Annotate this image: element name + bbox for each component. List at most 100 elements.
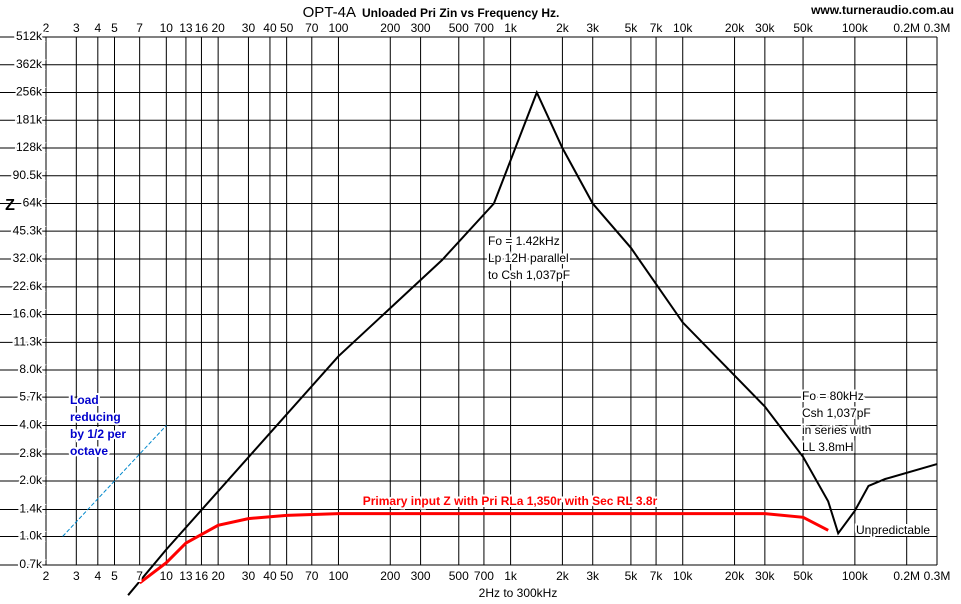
annotation: Csh 1,037pF xyxy=(802,406,871,420)
x-tick-label: 16 xyxy=(195,569,209,583)
x-tick-label: 2k xyxy=(556,21,570,35)
x-tick-label: 200 xyxy=(380,21,400,35)
annotation: octave xyxy=(70,444,108,458)
annotation: to Csh 1,037pF xyxy=(488,268,570,282)
y-tick-label: 128k xyxy=(16,140,43,154)
x-tick-label: 13 xyxy=(179,21,193,35)
x-tick-label: 10k xyxy=(673,21,693,35)
x-tick-label: 100 xyxy=(328,569,348,583)
x-tick-label: 50k xyxy=(793,21,813,35)
plot xyxy=(62,89,938,596)
y-tick-label: 16.0k xyxy=(13,307,43,321)
y-tick-label: 0.7k xyxy=(19,557,43,571)
series-line xyxy=(127,89,938,596)
x-tick-label: 7 xyxy=(136,21,143,35)
grid xyxy=(0,36,938,566)
x-tick-label: 3k xyxy=(586,21,600,35)
y-tick-label: 181k xyxy=(16,112,43,126)
y-tick-label: 4.0k xyxy=(19,418,43,432)
x-tick-label: 100k xyxy=(842,569,869,583)
x-tick-label: 2 xyxy=(43,21,50,35)
x-tick-label: 5 xyxy=(111,569,118,583)
annotation: in series with xyxy=(802,423,871,437)
x-tick-label: 70 xyxy=(305,569,319,583)
x-tick-label: 2 xyxy=(43,569,50,583)
x-tick-label: 3 xyxy=(73,21,80,35)
series-line xyxy=(138,512,829,585)
x-tick-label: 300 xyxy=(411,569,431,583)
x-tick-label: 20k xyxy=(725,21,745,35)
y-tick-label: 1.4k xyxy=(19,502,43,516)
x-tick-label: 10 xyxy=(160,569,174,583)
x-tick-label: 10k xyxy=(673,569,693,583)
y-tick-label: 2.0k xyxy=(19,473,43,487)
labels: 2233445577101013131616202030304040505070… xyxy=(11,19,953,585)
x-tick-label: 7k xyxy=(650,569,664,583)
y-tick-label: 256k xyxy=(16,85,43,99)
x-tick-label: 16 xyxy=(195,21,209,35)
y-tick-label: 22.6k xyxy=(13,279,43,293)
x-tick-label: 30k xyxy=(755,21,775,35)
x-tick-label: 100 xyxy=(328,21,348,35)
annotation: LL 3.8mH xyxy=(802,440,854,454)
x-tick-label: 1k xyxy=(504,21,518,35)
y-tick-label: 32.0k xyxy=(13,251,43,265)
x-tick-label: 0.3M xyxy=(924,569,951,583)
y-tick-label: 45.3k xyxy=(13,223,43,237)
x-tick-label: 30k xyxy=(755,569,775,583)
y-tick-label: 5.7k xyxy=(19,389,43,403)
x-tick-label: 40 xyxy=(263,569,277,583)
series-line xyxy=(62,425,167,537)
x-tick-label: 5k xyxy=(625,569,639,583)
chart-subtitle: Unloaded Pri Zin vs Frequency Hz. xyxy=(362,6,559,20)
x-tick-label: 3 xyxy=(73,569,80,583)
x-tick-label: 7 xyxy=(136,569,143,583)
x-tick-label: 7k xyxy=(650,21,664,35)
annotation: reducing xyxy=(70,410,121,424)
x-tick-label: 30 xyxy=(242,21,256,35)
x-tick-label: 700 xyxy=(474,21,494,35)
x-tick-label: 40 xyxy=(263,21,277,35)
annotation: by 1/2 per xyxy=(70,427,126,441)
y-tick-label: 2.8k xyxy=(19,446,43,460)
y-tick-label: 90.5k xyxy=(13,168,43,182)
x-tick-label: 4 xyxy=(94,569,101,583)
x-tick-label: 5 xyxy=(111,21,118,35)
annotation: Lp 12H parallel xyxy=(488,251,569,265)
x-tick-label: 13 xyxy=(179,569,193,583)
x-tick-label: 500 xyxy=(449,569,469,583)
x-tick-label: 50k xyxy=(793,569,813,583)
chart-title: OPT-4A xyxy=(303,4,356,21)
x-tick-label: 2k xyxy=(556,569,570,583)
x-tick-label: 4 xyxy=(94,21,101,35)
series-label: Primary input Z with Pri RLa 1,350r with… xyxy=(363,494,658,508)
x-tick-label: 50 xyxy=(280,569,294,583)
x-tick-label: 70 xyxy=(305,21,319,35)
y-tick-label: 1.0k xyxy=(19,529,43,543)
annotation: Fo = 80kHz xyxy=(802,389,864,403)
x-tick-label: 20 xyxy=(211,21,225,35)
x-tick-label: 500 xyxy=(449,21,469,35)
x-tick-label: 20 xyxy=(211,569,225,583)
x-tick-label: 50 xyxy=(280,21,294,35)
y-tick-label: 11.3k xyxy=(14,334,43,348)
y-tick-label: 512k xyxy=(16,29,43,43)
x-tick-label: 20k xyxy=(725,569,745,583)
x-tick-label: 30 xyxy=(242,569,256,583)
annotation: Fo = 1.42kHz xyxy=(488,234,560,248)
x-tick-label: 1k xyxy=(504,569,518,583)
x-tick-label: 0.3M xyxy=(924,21,951,35)
annotation: Load xyxy=(70,393,99,407)
x-tick-label: 200 xyxy=(380,569,400,583)
x-tick-label: 0.2M xyxy=(893,569,920,583)
source: www.turneraudio.com.au xyxy=(810,3,954,17)
y-tick-label: 8.0k xyxy=(19,362,43,376)
x-tick-label: 700 xyxy=(474,569,494,583)
x-tick-label: 3k xyxy=(586,569,600,583)
y-tick-label: 64k xyxy=(23,196,43,210)
x-axis-label: 2Hz to 300kHz xyxy=(479,586,558,600)
y-axis-label: Z xyxy=(5,197,15,214)
x-tick-label: 5k xyxy=(625,21,639,35)
annotation: Unpredictable xyxy=(856,523,930,537)
